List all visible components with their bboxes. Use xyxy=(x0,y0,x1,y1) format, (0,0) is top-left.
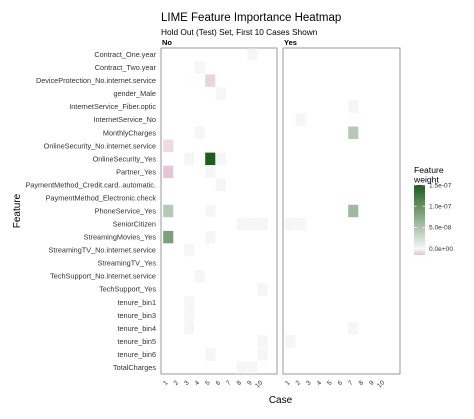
heatmap-cell xyxy=(194,126,205,139)
heatmap-cell xyxy=(184,309,195,322)
feature-label: Contract_Two.year xyxy=(95,63,157,72)
case-tick-yes-4: 4 xyxy=(316,379,324,387)
heatmap-cell xyxy=(257,283,268,296)
heatmap-cell xyxy=(194,61,205,74)
feature-label: Partner_Yes xyxy=(116,167,156,176)
case-tick-yes-7: 7 xyxy=(347,379,355,387)
y-axis-title: Feature xyxy=(12,193,23,228)
facet-panel-no xyxy=(160,47,278,375)
feature-label: SeniorCitizen xyxy=(113,220,156,229)
case-tick-yes-8: 8 xyxy=(358,379,366,387)
heatmap-cell xyxy=(163,230,174,244)
case-tick-yes-3: 3 xyxy=(305,379,313,387)
heatmap-cell xyxy=(205,165,216,179)
case-tick-no-2: 2 xyxy=(173,379,181,387)
chart-subtitle: Hold Out (Test) Set, First 10 Cases Show… xyxy=(161,27,318,37)
feature-label: PaymentMethod_Credit.card..automatic. xyxy=(25,180,156,189)
feature-label: StreamingTV_No.internet.service xyxy=(49,246,156,255)
case-tick-no-9: 9 xyxy=(246,379,254,387)
facet-label-no: No xyxy=(162,38,172,47)
feature-label: DeviceProtection_No.internet.service xyxy=(36,76,156,85)
case-tick-no-8: 8 xyxy=(236,379,244,387)
heatmap-cell xyxy=(348,204,359,218)
feature-label: OnlineSecurity_Yes xyxy=(93,154,157,163)
heatmap-cell xyxy=(205,74,216,87)
heatmap-cell xyxy=(257,217,268,231)
case-tick-yes-6: 6 xyxy=(337,379,345,387)
feature-label: PhoneService_Yes xyxy=(95,207,157,216)
heatmap-cell xyxy=(348,322,359,335)
case-tick-no-3: 3 xyxy=(183,379,191,387)
case-tick-no-5: 5 xyxy=(204,379,212,387)
case-tick-no-7: 7 xyxy=(225,379,233,387)
heatmap-cell xyxy=(163,204,174,218)
heatmap-cell xyxy=(184,152,195,166)
heatmap-cell xyxy=(194,269,205,283)
heatmap-cell xyxy=(295,217,306,231)
chart-title: LIME Feature Importance Heatmap xyxy=(161,12,341,24)
case-tick-yes-2: 2 xyxy=(295,379,303,387)
feature-label: TotalCharges xyxy=(113,363,156,372)
feature-label: StreamingMovies_Yes xyxy=(84,233,157,242)
heatmap-cell xyxy=(184,243,195,257)
facet-label-yes: Yes xyxy=(284,38,297,47)
feature-label: tenure_bin6 xyxy=(117,350,156,359)
heatmap-cell xyxy=(247,217,258,231)
feature-label: tenure_bin3 xyxy=(117,311,156,320)
heatmap-cell xyxy=(247,48,258,61)
heatmap-cell xyxy=(285,335,296,348)
case-tick-no-6: 6 xyxy=(215,379,223,387)
feature-label: tenure_bin4 xyxy=(117,324,156,333)
heatmap-cell xyxy=(236,217,247,231)
feature-label: TechSupport_Yes xyxy=(99,285,156,294)
case-tick-no-1: 1 xyxy=(162,379,170,387)
heatmap-cell xyxy=(236,361,247,374)
feature-label: InternetService_Fiber.optic xyxy=(69,102,156,111)
heatmap-cell xyxy=(295,113,306,126)
legend-tick-label: 1.5e-07 xyxy=(429,182,452,189)
heatmap-cell xyxy=(247,361,258,374)
feature-label: tenure_bin1 xyxy=(117,298,156,307)
heatmap-cell xyxy=(215,152,226,166)
legend-title: Feature weight xyxy=(413,165,444,185)
feature-label: Contract_One.year xyxy=(94,50,156,59)
heatmap-cell xyxy=(163,165,174,179)
heatmap-cell xyxy=(184,322,195,335)
case-tick-yes-10: 10 xyxy=(376,379,386,389)
legend-colorbar xyxy=(414,185,425,255)
heatmap-cell xyxy=(205,152,216,166)
heatmap-cell xyxy=(348,126,359,139)
legend-tick-label: 1.0e-07 xyxy=(429,204,452,211)
heatmap-cell xyxy=(205,204,216,218)
heatmap-cell xyxy=(215,178,226,192)
feature-label: PaymentMethod_Electronic.check xyxy=(46,193,157,202)
feature-label: InternetService_No xyxy=(94,115,156,124)
case-tick-no-4: 4 xyxy=(194,379,202,387)
heatmap-cell xyxy=(257,335,268,348)
heatmap-cell xyxy=(257,348,268,361)
heatmap-cell xyxy=(215,87,226,100)
feature-label: TechSupport_No.internet.service xyxy=(50,272,156,281)
feature-label: gender_Male xyxy=(113,89,156,98)
case-tick-yes-9: 9 xyxy=(368,379,376,387)
heatmap-cell xyxy=(205,230,216,244)
heatmap-cell xyxy=(285,217,296,231)
heatmap-cell xyxy=(163,139,174,153)
feature-label: StreamingTV_Yes xyxy=(97,259,156,268)
feature-label: OnlineSecurity_No.internet.service xyxy=(44,141,156,150)
legend-tick-label: 5.0e-08 xyxy=(429,225,452,232)
feature-label: tenure_bin5 xyxy=(117,337,156,346)
heatmap-cell xyxy=(205,348,216,361)
legend-tick-label: 0.0e+00 xyxy=(429,246,453,253)
heatmap-cell xyxy=(184,296,195,309)
feature-label: MonthlyCharges xyxy=(103,128,156,137)
facet-panel-yes xyxy=(282,47,401,375)
heatmap-cell xyxy=(348,100,359,113)
case-tick-yes-1: 1 xyxy=(284,379,292,387)
x-axis-title: Case xyxy=(269,395,293,406)
case-tick-no-10: 10 xyxy=(254,379,264,389)
case-tick-yes-5: 5 xyxy=(326,379,334,387)
